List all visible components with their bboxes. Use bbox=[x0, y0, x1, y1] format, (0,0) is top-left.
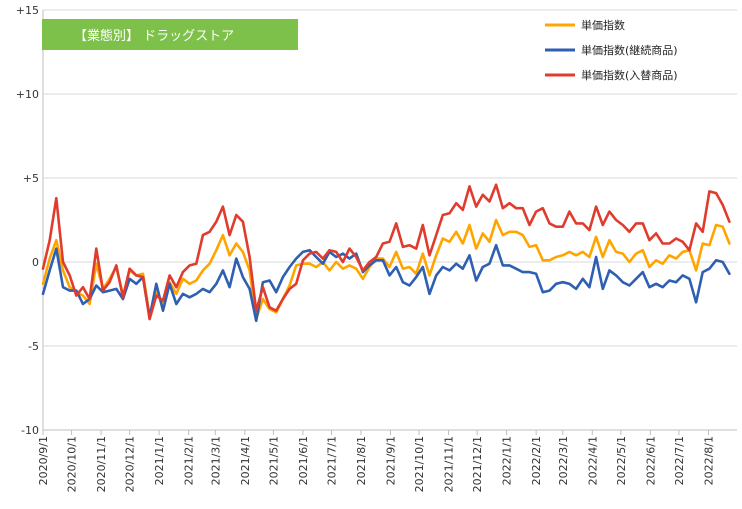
y-tick-label: +15 bbox=[16, 4, 39, 17]
x-tick-label: 2021/4/1 bbox=[239, 436, 252, 485]
x-tick-label: 2022/3/1 bbox=[557, 436, 570, 485]
x-tick-label: 2021/9/1 bbox=[384, 436, 397, 485]
x-tick-label: 2022/1/1 bbox=[501, 436, 514, 485]
y-tick-label: -5 bbox=[28, 340, 39, 353]
x-tick-label: 2020/9/1 bbox=[37, 436, 50, 485]
x-tick-label: 2021/12/1 bbox=[471, 436, 484, 492]
x-tick-label: 2021/3/1 bbox=[209, 436, 222, 485]
x-tick-label: 2022/6/1 bbox=[644, 436, 657, 485]
y-tick-label: +10 bbox=[16, 88, 39, 101]
x-tick-label: 2022/2/1 bbox=[530, 436, 543, 485]
x-tick-label: 2021/10/1 bbox=[413, 436, 426, 492]
x-tick-label: 2021/1/1 bbox=[153, 436, 166, 485]
legend-label: 単価指数 bbox=[581, 18, 625, 32]
series-lines bbox=[41, 183, 731, 323]
y-tick-label: 0 bbox=[32, 256, 39, 269]
x-tick-labels: 2020/9/1 2020/10/1 2020/11/1 2020/12/1 2021/… bbox=[37, 430, 715, 492]
x-tick-label: 2021/5/1 bbox=[267, 436, 280, 485]
x-tick-label: 2020/11/1 bbox=[95, 436, 108, 492]
y-tick-label: +5 bbox=[23, 172, 39, 185]
y-tick-label: -10 bbox=[21, 424, 39, 437]
y-tick-labels: +15 +10 +5 0 -5 -10 bbox=[16, 4, 39, 437]
x-tick-label: 2022/7/1 bbox=[673, 436, 686, 485]
series-line-1 bbox=[41, 218, 731, 321]
legend-label: 単価指数(入替商品) bbox=[581, 68, 678, 82]
x-tick-label: 2020/12/1 bbox=[124, 436, 137, 492]
x-tick-label: 2021/8/1 bbox=[355, 436, 368, 485]
x-tick-label: 2021/11/1 bbox=[443, 436, 456, 492]
x-tick-label: 2022/8/1 bbox=[702, 436, 715, 485]
x-tick-label: 2022/4/1 bbox=[586, 436, 599, 485]
chart-title-background bbox=[42, 19, 298, 50]
series-line-3 bbox=[41, 183, 731, 321]
legend-label: 単価指数(継続商品) bbox=[581, 43, 678, 57]
x-tick-label: 2021/7/1 bbox=[325, 436, 338, 485]
x-tick-label: 2021/6/1 bbox=[297, 436, 310, 485]
x-tick-label: 2021/2/1 bbox=[183, 436, 196, 485]
series-line-2 bbox=[41, 243, 731, 323]
chart-title-box: 【業態別】 ドラッグストア bbox=[42, 19, 298, 50]
chart-title: 【業態別】 ドラッグストア bbox=[74, 28, 234, 44]
x-tick-label: 2022/5/1 bbox=[615, 436, 628, 485]
x-tick-label: 2020/10/1 bbox=[66, 436, 79, 492]
